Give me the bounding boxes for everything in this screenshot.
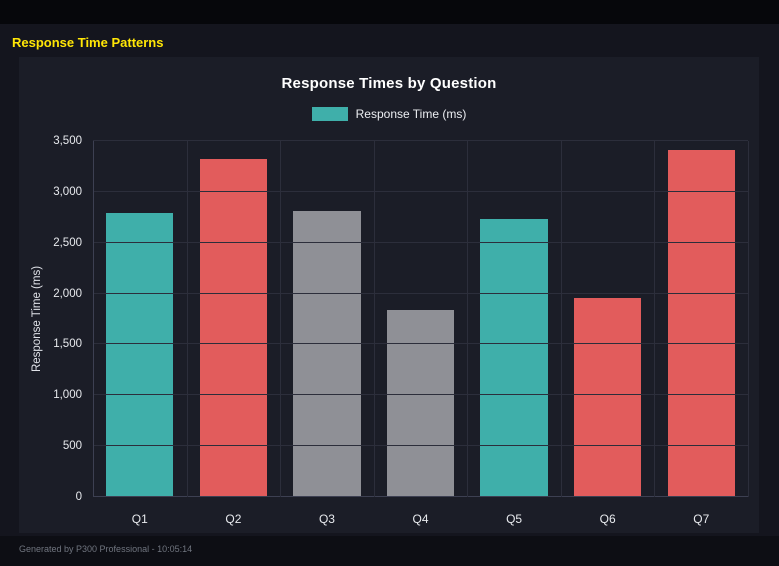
h-gridline — [93, 496, 748, 497]
y-tick-label: 500 — [62, 440, 82, 453]
chart-body: Response Time (ms) 0 500 1,000 1,500 2,000 2,… — [31, 135, 749, 526]
x-tick-label: Q1 — [131, 512, 148, 526]
h-gridline — [93, 343, 748, 345]
legend-label: Response Time (ms) — [355, 107, 467, 121]
y-tick-label: 0 — [75, 491, 82, 503]
v-gridline — [93, 141, 94, 497]
bar-slot — [93, 141, 187, 497]
page-title: Response Time Patterns — [12, 35, 164, 50]
h-gridline — [93, 140, 748, 141]
y-tick-label: 2,000 — [53, 287, 82, 300]
bar-slot — [467, 141, 561, 497]
y-tick-label: 2,500 — [53, 236, 82, 249]
chart-legend[interactable]: Response Time (ms) — [19, 107, 759, 121]
top-strip — [0, 0, 779, 24]
bar-slot — [280, 141, 374, 497]
x-tick-label: Q6 — [599, 512, 616, 526]
x-tick-label: Q4 — [412, 512, 429, 526]
h-gridline — [93, 445, 748, 447]
v-gridline — [280, 141, 282, 497]
y-tick-label: 1,500 — [53, 338, 82, 351]
x-axis-labels: Q1 Q2 Q3 Q4 Q5 Q6 Q7 — [93, 512, 748, 526]
bar-slot — [561, 141, 655, 497]
bar-q6[interactable] — [573, 297, 642, 497]
h-gridline — [93, 292, 748, 294]
v-gridline — [373, 141, 375, 497]
v-gridline — [560, 141, 562, 497]
bottom-strip: Generated by P300 Professional - 10:05:1… — [0, 536, 779, 566]
bar-q5[interactable] — [480, 219, 548, 497]
h-gridline — [93, 190, 748, 192]
footer-text: Generated by P300 Professional - 10:05:1… — [19, 544, 193, 554]
v-gridline — [654, 141, 656, 497]
bars-row — [93, 141, 748, 497]
bar-slot — [654, 141, 748, 497]
legend-swatch — [311, 107, 348, 121]
y-tick-label: 3,500 — [53, 135, 82, 147]
y-axis-title: Response Time (ms) — [31, 265, 43, 373]
chart-panel: Response Times by Question Response Time… — [19, 57, 759, 533]
h-gridline — [93, 241, 748, 243]
y-tick-label: 1,000 — [53, 389, 82, 402]
v-gridline — [748, 141, 749, 497]
x-tick-label: Q3 — [318, 512, 335, 526]
chart-title: Response Times by Question — [281, 75, 497, 92]
plot-area: 0 500 1,000 1,500 2,000 2,500 3,000 3,500 — [53, 135, 749, 503]
y-tick-label: 3,000 — [53, 185, 82, 198]
x-tick-label: Q5 — [506, 512, 523, 526]
h-gridline — [93, 394, 748, 396]
x-tick-label: Q2 — [225, 512, 242, 526]
v-gridline — [186, 141, 188, 497]
bar-q1[interactable] — [106, 213, 174, 497]
bar-slot — [374, 141, 468, 497]
bar-q7[interactable] — [667, 150, 735, 497]
x-tick-label: Q7 — [693, 512, 710, 526]
bar-q2[interactable] — [199, 159, 268, 497]
bar-q3[interactable] — [293, 211, 361, 497]
bar-slot — [187, 141, 281, 497]
v-gridline — [467, 141, 469, 497]
bar-q4[interactable] — [386, 309, 455, 497]
